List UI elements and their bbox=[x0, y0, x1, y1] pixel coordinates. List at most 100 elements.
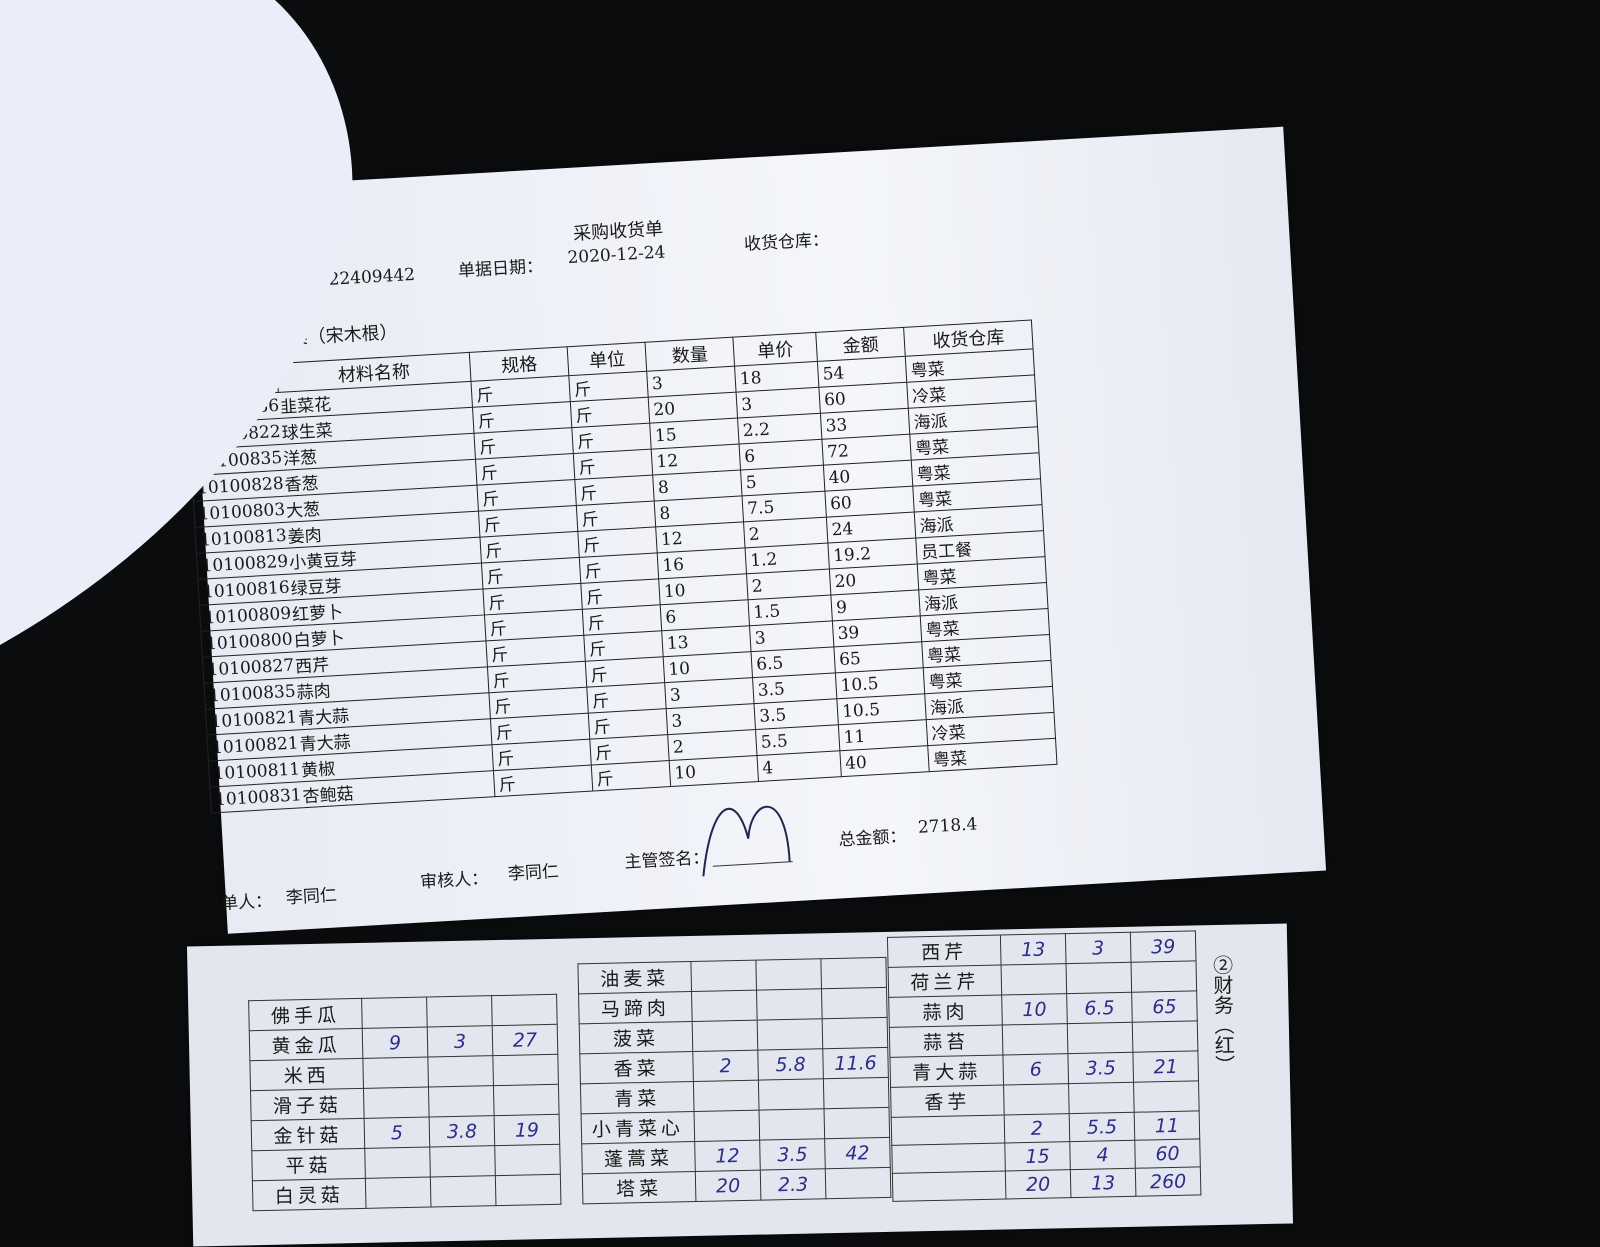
lower-name: 油麦菜 bbox=[577, 961, 692, 994]
lower-name: 西芹 bbox=[887, 935, 1002, 968]
lower-value: 5 bbox=[364, 1117, 430, 1149]
lower-value bbox=[1003, 1083, 1070, 1115]
lower-name: 平菇 bbox=[251, 1148, 366, 1181]
lower-name: 滑子菇 bbox=[250, 1088, 365, 1121]
lower-value bbox=[759, 1108, 825, 1141]
lower-value bbox=[426, 995, 493, 1028]
lower-value bbox=[428, 1085, 495, 1118]
lower-name: 米西 bbox=[249, 1058, 364, 1091]
date-label: 单据日期： bbox=[457, 256, 544, 282]
lower-value: 9 bbox=[362, 1027, 428, 1059]
lower-row: 塔菜 20 2.3 bbox=[582, 1167, 891, 1204]
lower-value bbox=[493, 1084, 560, 1116]
lower-value bbox=[429, 1145, 496, 1178]
lower-value: 260 bbox=[1135, 1166, 1201, 1197]
lower-value: 5.5 bbox=[1069, 1112, 1135, 1142]
side-label: ②财务（红） bbox=[1209, 954, 1236, 1076]
lower-value bbox=[693, 1080, 760, 1112]
lower-value: 2.3 bbox=[760, 1168, 826, 1201]
lower-value: 3 bbox=[427, 1025, 493, 1058]
lower-name: 白灵菇 bbox=[252, 1178, 367, 1211]
lower-value bbox=[1067, 1022, 1133, 1054]
lower-value bbox=[825, 1167, 891, 1199]
lower-name: 塔菜 bbox=[582, 1171, 696, 1204]
total-label: 总金额： bbox=[837, 826, 907, 851]
lower-value: 42 bbox=[824, 1137, 891, 1169]
lower-name: 蓬蒿菜 bbox=[581, 1141, 696, 1174]
lower-name: 蒜肉 bbox=[888, 995, 1003, 1028]
lower-value bbox=[1001, 963, 1067, 996]
lower-value: 21 bbox=[1132, 1050, 1199, 1083]
lower-value: 6.5 bbox=[1066, 992, 1133, 1024]
lower-value bbox=[694, 1110, 760, 1142]
date: 2020-12-24 bbox=[566, 242, 666, 269]
lower-name: 黄金瓜 bbox=[249, 1028, 363, 1061]
reviewer: 李同仁 bbox=[507, 861, 560, 885]
lower-name: 菠菜 bbox=[579, 1021, 693, 1054]
lower-value: 2 bbox=[1004, 1113, 1070, 1143]
lower-value bbox=[492, 1054, 559, 1086]
lower-value bbox=[757, 1018, 823, 1051]
maker: 李同仁 bbox=[285, 885, 338, 909]
doc-title: 采购收货单 bbox=[572, 218, 664, 245]
lower-name: 金针菇 bbox=[251, 1118, 365, 1151]
folded-page bbox=[0, 0, 353, 645]
lower-value: 20 bbox=[1005, 1169, 1071, 1199]
lower-name: 香菜 bbox=[579, 1051, 694, 1084]
lower-value: 19 bbox=[494, 1114, 560, 1146]
lower-value bbox=[820, 957, 887, 989]
lower-value: 6 bbox=[1002, 1053, 1069, 1085]
lower-name: 荷兰芹 bbox=[888, 965, 1002, 998]
table-cell: 斤 bbox=[493, 765, 593, 797]
lower-value bbox=[495, 1174, 561, 1206]
lower-value bbox=[1066, 962, 1132, 994]
lower-value bbox=[690, 960, 757, 992]
lower-value: 3.5 bbox=[759, 1138, 826, 1171]
lower-value bbox=[365, 1177, 431, 1209]
lower-value bbox=[491, 994, 558, 1026]
lower-name: 小青菜心 bbox=[581, 1111, 695, 1144]
lower-name: 蒜苔 bbox=[889, 1024, 1003, 1058]
lower-value: 4 bbox=[1069, 1140, 1136, 1170]
lower-value: 11.6 bbox=[822, 1047, 889, 1079]
page: ②财务（红） 佛手瓜 黄金瓜 9 3 27 米西 滑子菇 金针菇 5 3.8 19 平菇 白灵菇 油麦菜马… bbox=[0, 0, 1327, 1247]
lower-value: 13 bbox=[1000, 933, 1067, 966]
lower-table: 西芹 13 3 39 荷兰芹 蒜肉 10 6.5 65 蒜苔 青大蒜 6 3.5 21 香芋 2 5.5 11 15… bbox=[887, 930, 1201, 1202]
lower-value bbox=[1131, 960, 1197, 993]
lower-value bbox=[758, 1078, 825, 1111]
lower-name: 佛手瓜 bbox=[248, 998, 363, 1031]
signature bbox=[702, 805, 791, 877]
lower-table: 佛手瓜 黄金瓜 9 3 27 米西 滑子菇 金针菇 5 3.8 19 平菇 白灵菇 bbox=[248, 994, 561, 1211]
total: 2718.4 bbox=[917, 814, 978, 838]
warehouse-label: 收货仓库： bbox=[743, 230, 830, 255]
lower-value bbox=[755, 958, 822, 991]
lower-row: 20 13 260 bbox=[892, 1166, 1201, 1202]
lower-value bbox=[1002, 1023, 1068, 1055]
maker-label: 单人： bbox=[220, 891, 273, 915]
lower-value bbox=[691, 990, 758, 1022]
lower-value: 12 bbox=[694, 1140, 761, 1172]
reviewer-label: 审核人： bbox=[419, 868, 489, 893]
lower-value bbox=[430, 1175, 496, 1207]
lower-value: 15 bbox=[1004, 1141, 1071, 1171]
lower-value bbox=[824, 1107, 890, 1139]
lower-value: 13 bbox=[1070, 1168, 1136, 1198]
lower-name: 香芋 bbox=[890, 1084, 1005, 1118]
lower-value: 65 bbox=[1131, 990, 1198, 1023]
receipt-sheet: 采购收货单 020122409442 单据日期： 2020-12-24 收货仓库… bbox=[185, 126, 1327, 934]
lower-value bbox=[361, 997, 428, 1029]
table-cell: 40 bbox=[839, 745, 930, 777]
table-cell: 斤 bbox=[591, 760, 671, 792]
lower-value bbox=[427, 1055, 494, 1088]
lower-value bbox=[362, 1057, 429, 1089]
lower-value bbox=[1133, 1080, 1200, 1113]
lower-row: 白灵菇 bbox=[252, 1174, 561, 1211]
lower-value bbox=[363, 1087, 430, 1119]
lower-value: 2 bbox=[692, 1050, 759, 1082]
lower-value bbox=[821, 987, 888, 1019]
lower-name bbox=[891, 1114, 1005, 1146]
lower-value bbox=[692, 1020, 758, 1052]
lower-value: 5.8 bbox=[757, 1048, 824, 1081]
lower-value: 3.8 bbox=[429, 1115, 495, 1148]
lower-value: 27 bbox=[492, 1024, 558, 1056]
